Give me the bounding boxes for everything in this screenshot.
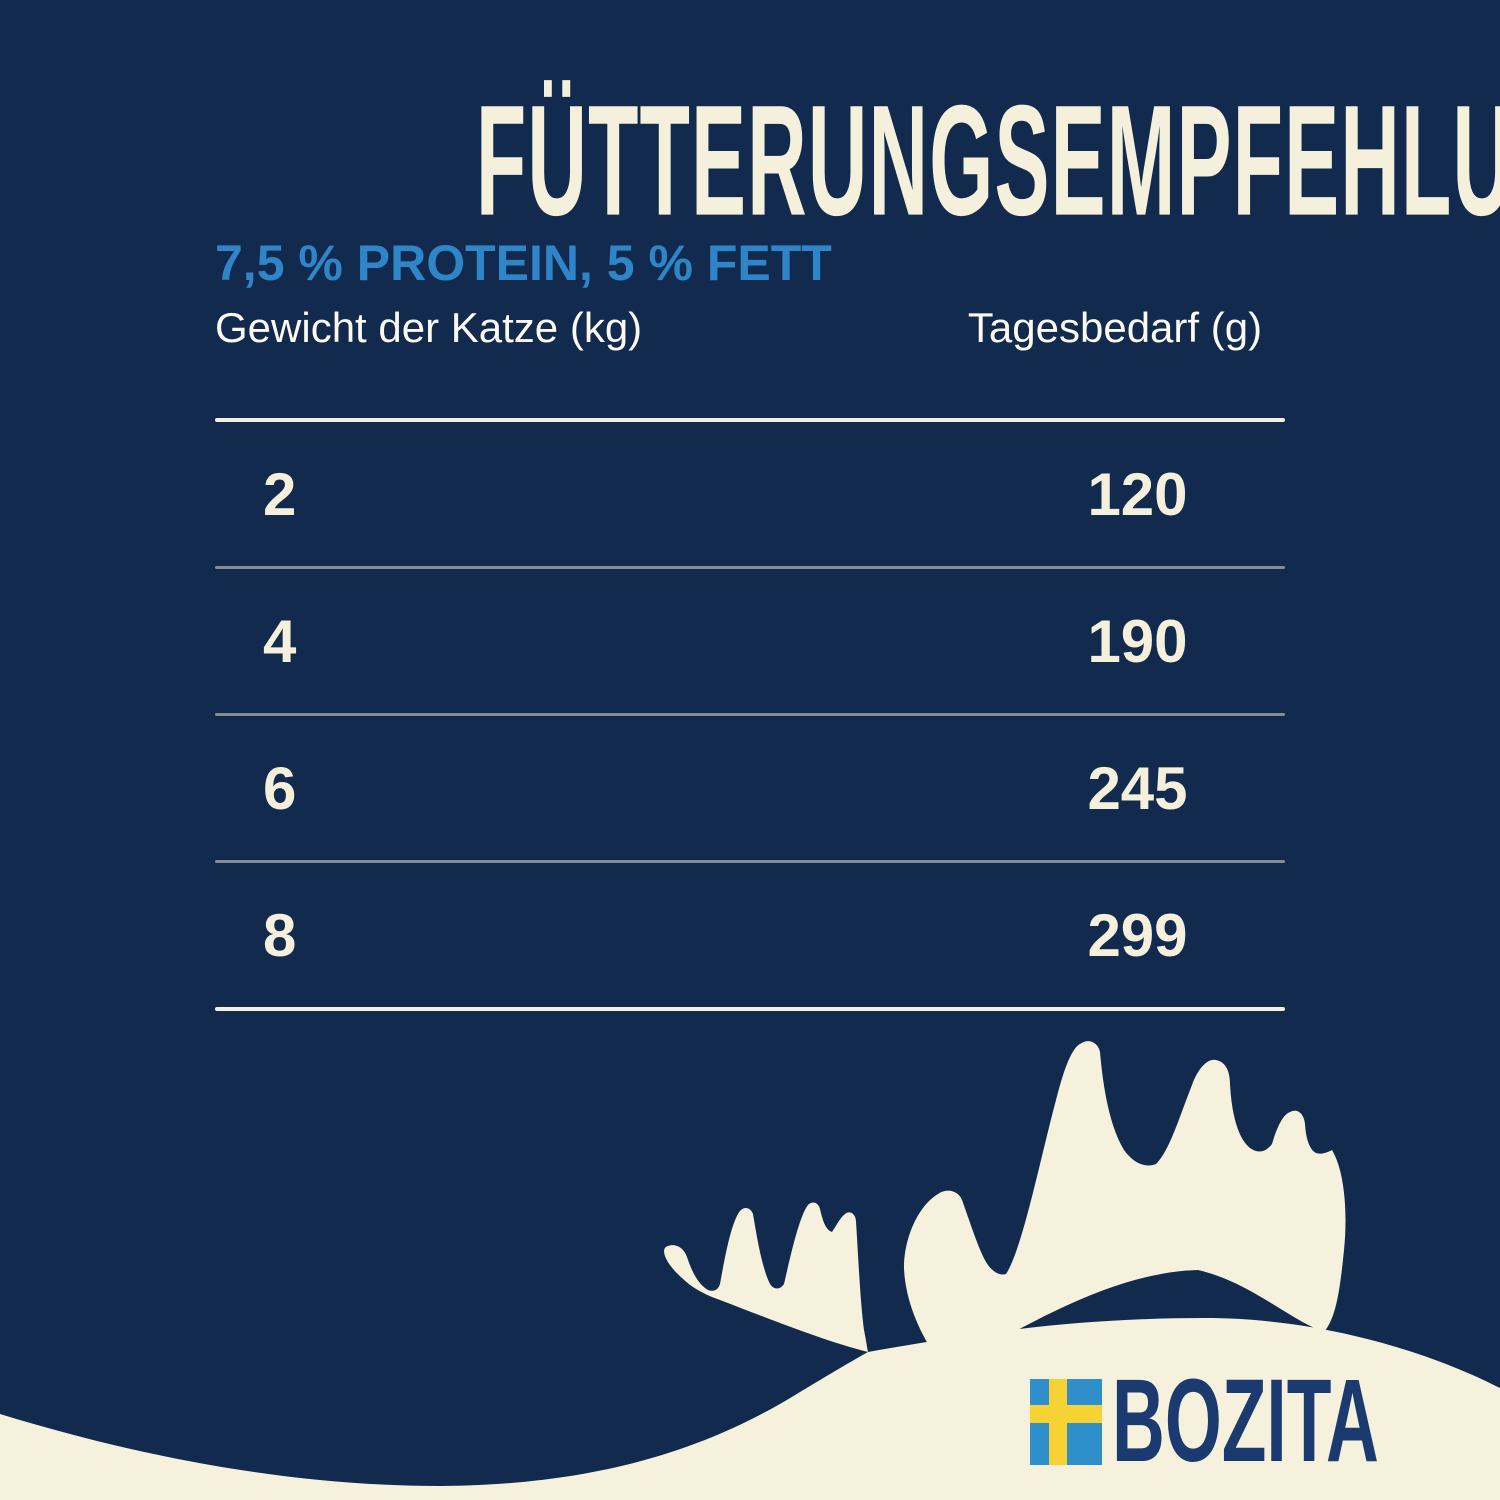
row-separator (215, 713, 1285, 716)
feeding-table: 2 120 4 190 6 245 8 299 (215, 418, 1285, 1012)
moose-antler-left-icon (664, 1202, 868, 1352)
table-top-rule (215, 418, 1285, 422)
table-row: 4 190 (215, 569, 1285, 713)
column-header-weight: Gewicht der Katze (kg) (215, 304, 643, 351)
table-bottom-rule (215, 1007, 1285, 1011)
weight-value: 6 (263, 754, 297, 822)
daily-value: 245 (1087, 754, 1188, 822)
table-row: 6 245 (215, 716, 1285, 860)
weight-value: 2 (263, 460, 297, 528)
page-title: FÜTTERUNGSEMPFEHLUNG (0, 82, 1500, 240)
column-header-daily: Tagesbedarf (g) (967, 304, 1263, 351)
table-row: 2 120 (215, 422, 1285, 566)
daily-value: 190 (1087, 607, 1188, 675)
daily-value: 120 (1087, 460, 1188, 528)
row-separator (215, 566, 1285, 569)
swedish-flag-icon (1030, 1379, 1102, 1465)
nutrition-subtitle: 7,5 % PROTEIN, 5 % FETT (215, 235, 832, 291)
table-column-headers: Gewicht der Katze (kg) Tagesbedarf (g) (215, 304, 1285, 352)
bozita-wordmark-text: BOZITA (1112, 1355, 1379, 1487)
moose-antler-right-icon (904, 1041, 1346, 1357)
bozita-wordmark: BOZITA (1112, 1355, 1392, 1487)
wave-silhouette (0, 1318, 1500, 1500)
daily-value: 299 (1087, 901, 1188, 969)
bozita-logo: BOZITA (1030, 1355, 1392, 1487)
table-row: 8 299 (215, 863, 1285, 1007)
weight-value: 8 (263, 901, 297, 969)
page-title-text: FÜTTERUNGSEMPFEHLUNG (475, 72, 1500, 249)
flag-cross-horizontal (1030, 1405, 1102, 1423)
weight-value: 4 (263, 607, 297, 675)
row-separator (215, 860, 1285, 863)
